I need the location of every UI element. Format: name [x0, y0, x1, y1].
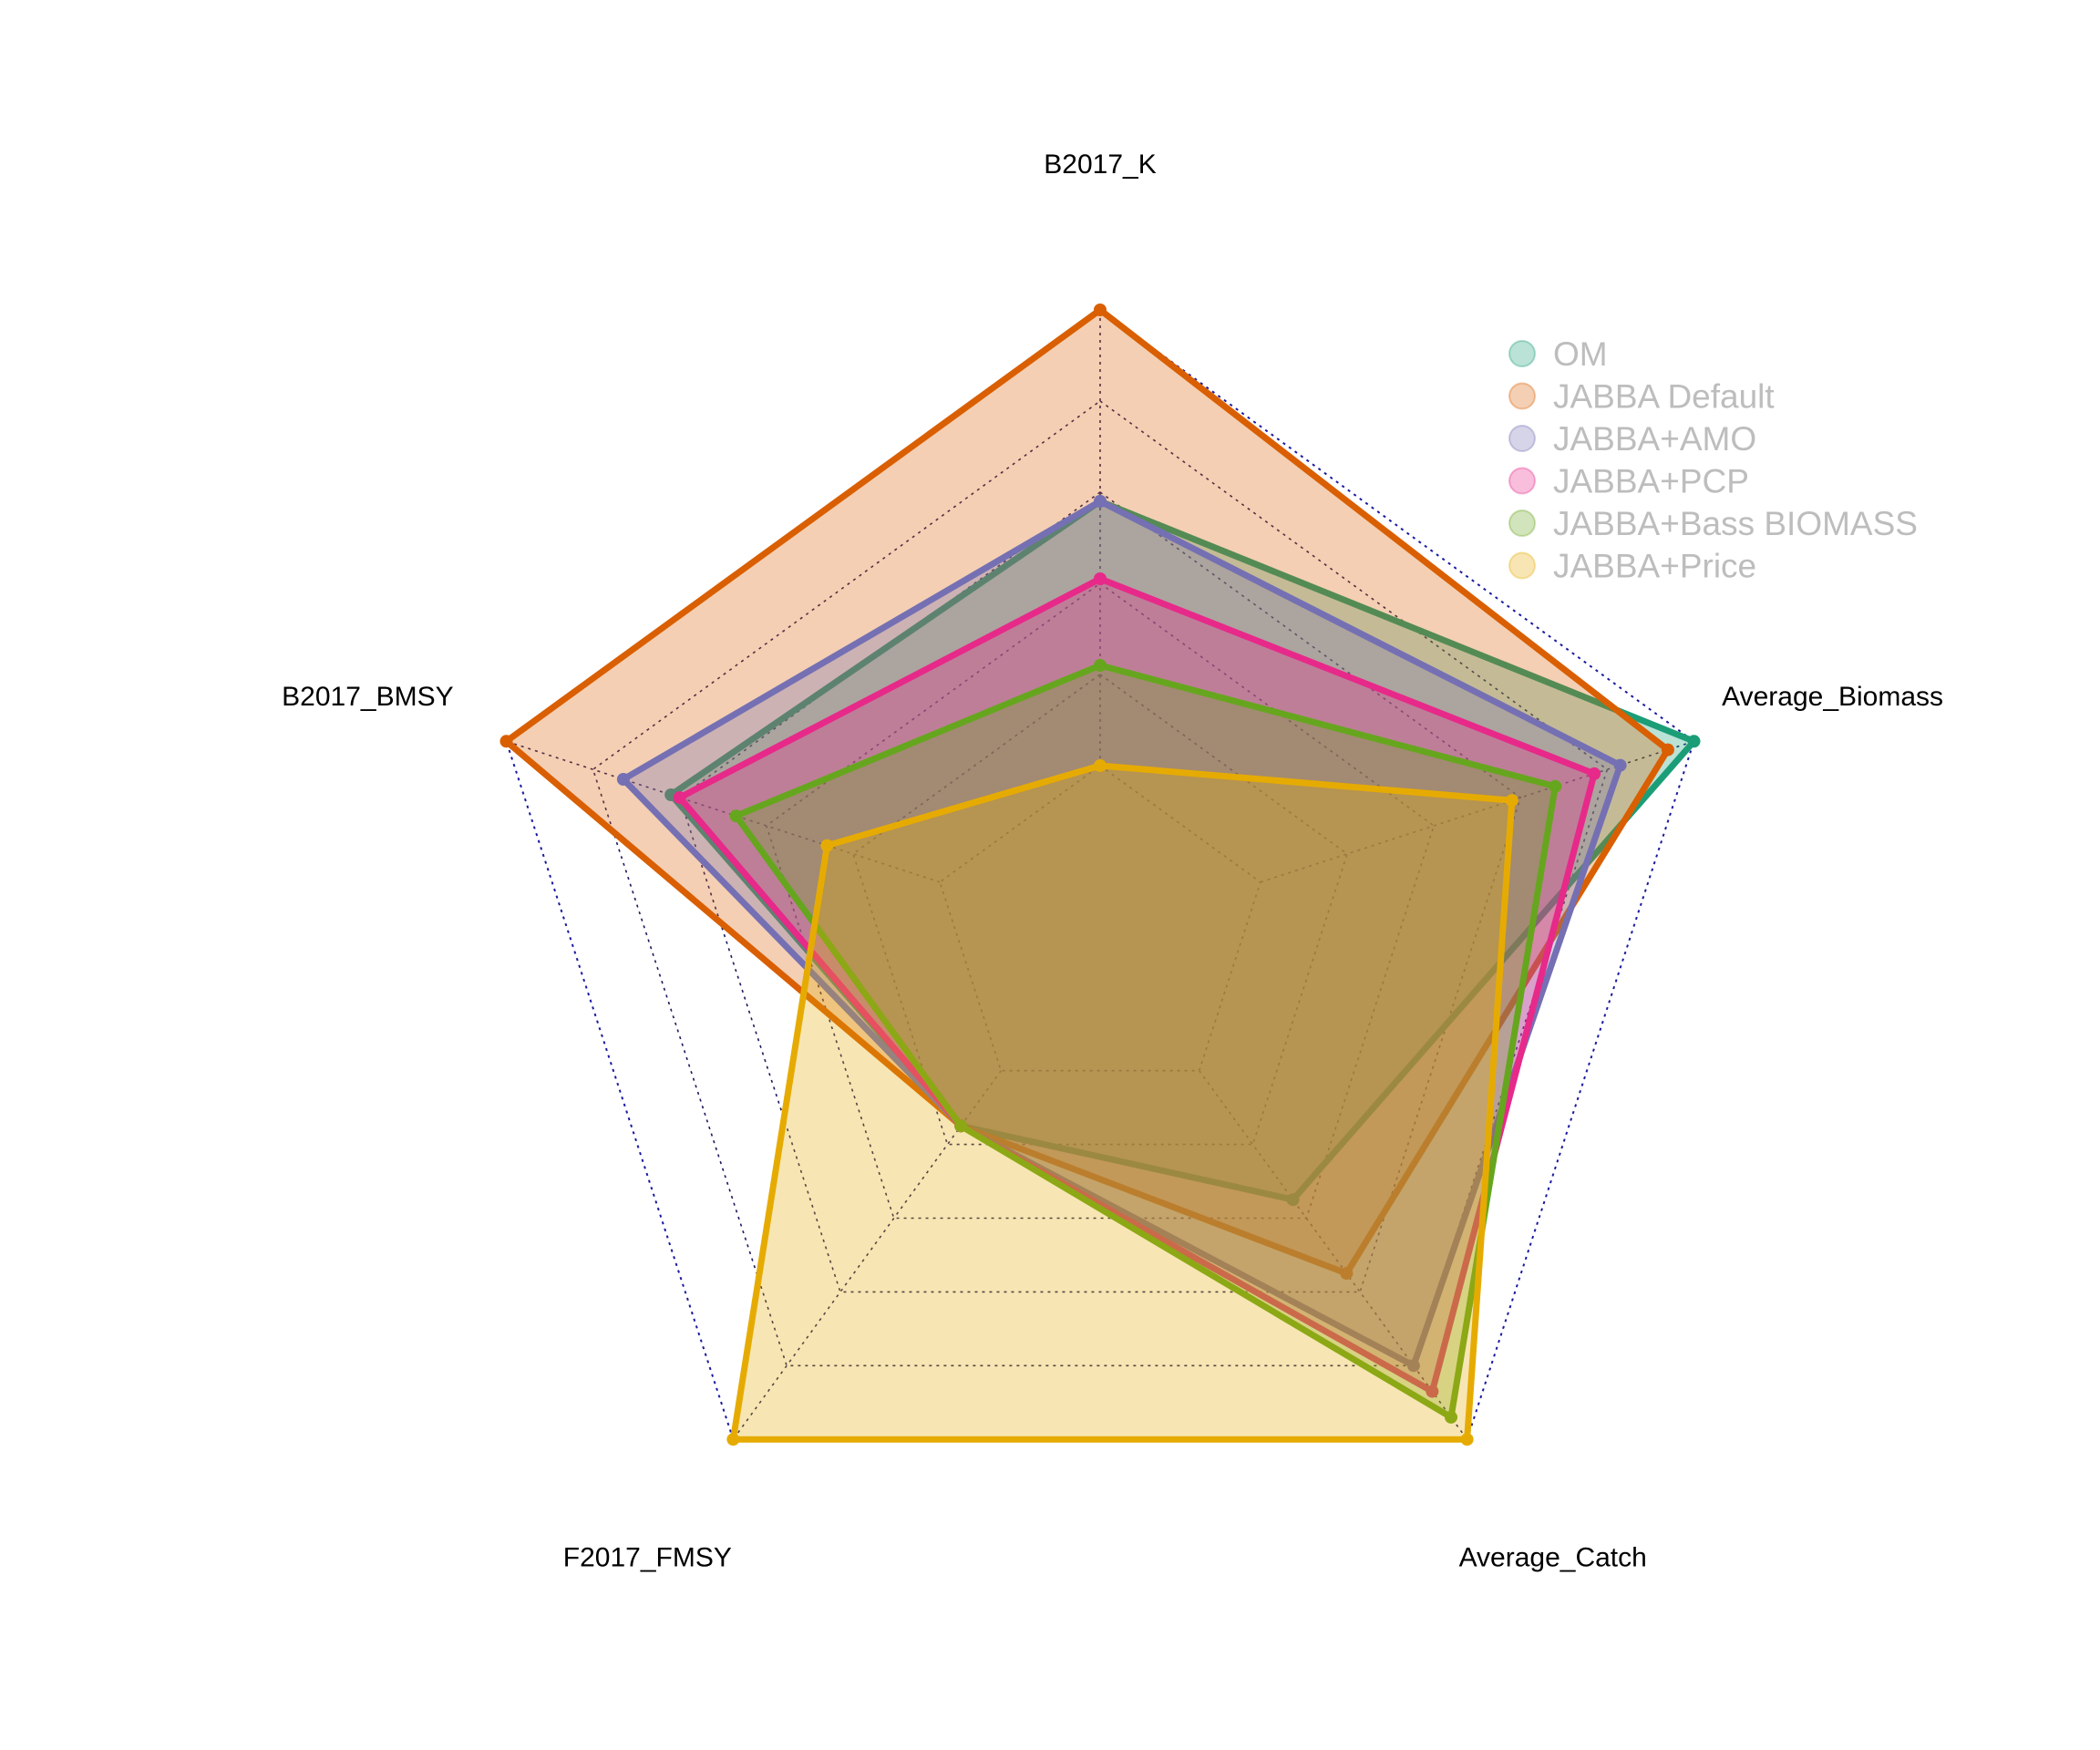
legend-label: JABBA+Price [1553, 548, 1756, 585]
series-polygon [731, 662, 1560, 1423]
data-point [1094, 495, 1107, 508]
legend: OM JABBA Default JABBA+AMO JABBA+PCP JABBA+B… [1508, 335, 1918, 585]
series-2 [616, 495, 1627, 1373]
data-point [616, 773, 630, 786]
data-point [1406, 1359, 1420, 1373]
data-point [1460, 1433, 1474, 1446]
legend-marker [1508, 551, 1536, 580]
legend-marker [1508, 425, 1536, 452]
legend-marker [1508, 340, 1536, 367]
series-polygon [500, 305, 1673, 1278]
series-polygon [674, 575, 1599, 1396]
legend-label: JABBA+Bass BIOMASS [1553, 505, 1918, 542]
grid-ring [592, 400, 1609, 1367]
data-point [1094, 659, 1107, 672]
series-5 [726, 759, 1518, 1446]
grid-spoke [732, 1070, 1002, 1440]
data-point [729, 809, 743, 823]
axis-label: Average_Biomass [1722, 682, 1943, 712]
grid-ring [678, 491, 1522, 1293]
data-point [1340, 1267, 1354, 1281]
legend-label: JABBA Default [1553, 378, 1775, 416]
legend-label: JABBA+PCP [1553, 463, 1749, 500]
legend-item: JABBA+Price [1508, 548, 1756, 585]
data-point [673, 791, 686, 805]
legend-item: JABBA+AMO [1508, 420, 1756, 458]
data-point [1286, 1193, 1300, 1207]
data-point [1445, 1410, 1457, 1424]
series-polygon [729, 762, 1516, 1443]
legend-marker [1508, 467, 1536, 495]
grid-spoke [1199, 1070, 1468, 1440]
axis-labels: B2017_K Average_Biomass Average_Catch F2017… [282, 149, 1943, 1573]
axis-label: B2017_K [1044, 149, 1156, 180]
data-point [1426, 1385, 1439, 1398]
data-point [1094, 572, 1107, 585]
legend-marker [1508, 382, 1536, 410]
series-polygon [618, 498, 1624, 1371]
legend-label: JABBA+AMO [1553, 420, 1756, 458]
radar-series [499, 304, 1701, 1446]
grid-ring [765, 582, 1436, 1220]
grid-spoke [506, 740, 941, 883]
legend-item: JABBA Default [1508, 378, 1775, 416]
axis-label: F2017_FMSY [563, 1543, 732, 1573]
data-point [820, 839, 834, 852]
data-point [1549, 779, 1562, 793]
data-point [499, 735, 513, 748]
legend-marker [1508, 510, 1536, 537]
data-point [1505, 794, 1518, 808]
data-point [726, 1433, 740, 1446]
data-point [1588, 767, 1601, 780]
data-point [1094, 759, 1107, 772]
legend-label: OM [1553, 335, 1608, 373]
legend-item: JABBA+Bass BIOMASS [1508, 505, 1918, 542]
data-point [954, 1119, 968, 1133]
data-point [1661, 743, 1674, 757]
axis-label: Average_Catch [1459, 1543, 1647, 1573]
legend-item: JABBA+PCP [1508, 463, 1749, 500]
data-point [1094, 304, 1107, 316]
axis-label: B2017_BMSY [282, 682, 453, 712]
data-point [1613, 758, 1627, 772]
series-4 [729, 659, 1562, 1424]
grid-ring [939, 765, 1261, 1072]
legend-item: OM [1508, 335, 1608, 373]
data-point [1687, 735, 1701, 748]
